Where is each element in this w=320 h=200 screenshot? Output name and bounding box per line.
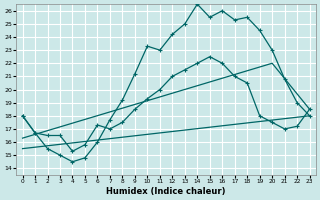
X-axis label: Humidex (Indice chaleur): Humidex (Indice chaleur) — [106, 187, 226, 196]
